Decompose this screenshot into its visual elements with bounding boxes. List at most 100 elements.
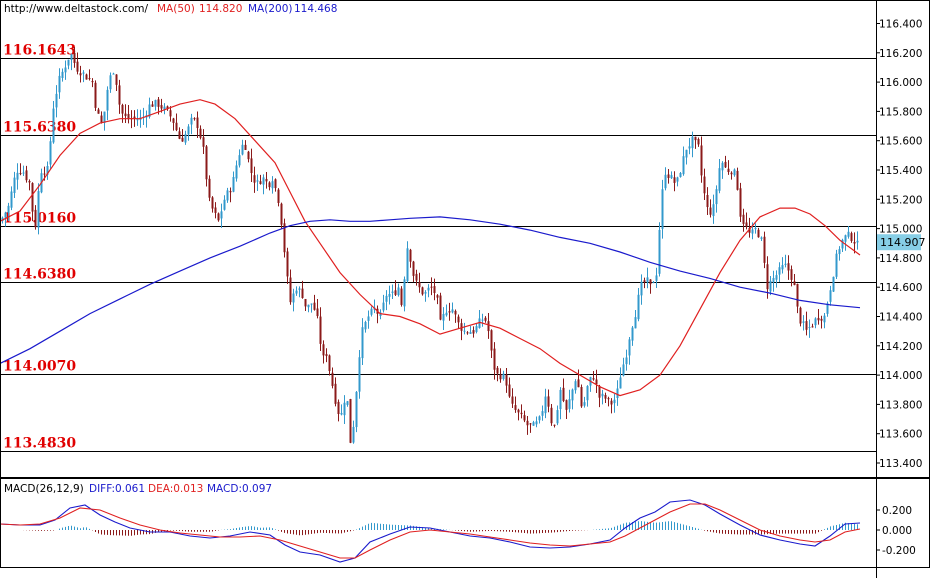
candle-body bbox=[478, 318, 481, 328]
candle-body bbox=[79, 73, 82, 76]
candle-body bbox=[55, 93, 58, 108]
candle bbox=[793, 273, 796, 286]
candle bbox=[310, 303, 313, 313]
candle bbox=[301, 280, 304, 299]
candles bbox=[1, 46, 859, 444]
candle-body bbox=[649, 279, 652, 285]
candle bbox=[523, 410, 526, 423]
candle-body bbox=[730, 172, 733, 175]
candle-body bbox=[757, 229, 760, 238]
candle-body bbox=[598, 385, 601, 398]
candle-body bbox=[4, 212, 7, 218]
candle bbox=[67, 59, 70, 70]
candle bbox=[265, 171, 268, 189]
candle-body bbox=[718, 168, 721, 191]
candle bbox=[274, 178, 277, 192]
candle-body bbox=[292, 293, 295, 303]
candle bbox=[259, 174, 262, 185]
candle-body bbox=[841, 239, 844, 249]
candle bbox=[331, 367, 334, 389]
candle-body bbox=[850, 233, 853, 242]
level-label: 115.6380 bbox=[3, 120, 76, 136]
candle-body bbox=[199, 128, 202, 138]
candle-body bbox=[238, 155, 241, 166]
candle bbox=[238, 149, 241, 168]
candle-body bbox=[223, 199, 226, 210]
candle bbox=[808, 319, 811, 338]
candle-body bbox=[808, 327, 811, 329]
candle-body bbox=[25, 170, 28, 181]
candle bbox=[625, 349, 628, 371]
candle bbox=[607, 396, 610, 407]
candle-body bbox=[88, 78, 91, 80]
candle bbox=[418, 272, 421, 293]
candle-body bbox=[244, 144, 247, 150]
candle-body bbox=[73, 52, 76, 63]
candle bbox=[382, 294, 385, 313]
candle bbox=[370, 306, 373, 317]
candle bbox=[550, 403, 553, 426]
candle-body bbox=[208, 178, 211, 198]
candle-body bbox=[619, 377, 622, 389]
candle bbox=[136, 109, 139, 126]
candle bbox=[103, 111, 106, 131]
candle-body bbox=[355, 391, 358, 428]
candle bbox=[472, 326, 475, 338]
candle bbox=[214, 202, 217, 219]
candle-body bbox=[226, 190, 229, 201]
candle bbox=[511, 388, 514, 409]
candle bbox=[829, 285, 832, 306]
candle-body bbox=[739, 188, 742, 217]
macd-axis-tick-label: 0.200 bbox=[882, 505, 912, 517]
ma50-line bbox=[0, 99, 861, 397]
candle-body bbox=[136, 119, 139, 121]
candle bbox=[325, 348, 328, 363]
candle-body bbox=[46, 165, 49, 175]
price-axis-tick-label: 116.200 bbox=[879, 48, 922, 60]
candle-body bbox=[469, 332, 472, 334]
candle bbox=[652, 281, 655, 284]
candle bbox=[568, 389, 571, 413]
candle-body bbox=[763, 236, 766, 263]
candle-body bbox=[112, 73, 115, 75]
candle bbox=[64, 60, 67, 80]
candle-body bbox=[43, 173, 46, 175]
candle bbox=[670, 171, 673, 180]
candle bbox=[217, 212, 220, 222]
candle-body bbox=[670, 175, 673, 179]
candle-body bbox=[775, 275, 778, 280]
candle bbox=[394, 280, 397, 297]
candle bbox=[520, 404, 523, 419]
candle-body bbox=[583, 402, 586, 406]
candle-body bbox=[301, 288, 304, 299]
candle bbox=[466, 331, 469, 335]
candle-body bbox=[202, 137, 205, 147]
candle bbox=[124, 104, 127, 124]
candle-body bbox=[181, 137, 184, 142]
candle-body bbox=[406, 248, 409, 282]
candle bbox=[445, 304, 448, 317]
candle bbox=[727, 160, 730, 175]
candle bbox=[184, 130, 187, 145]
candle bbox=[307, 304, 310, 313]
candle bbox=[58, 68, 61, 99]
candle-body bbox=[622, 364, 625, 376]
candle-body bbox=[742, 214, 745, 224]
candle bbox=[715, 185, 718, 213]
candle-body bbox=[328, 355, 331, 371]
candle bbox=[328, 354, 331, 376]
candle-body bbox=[262, 177, 265, 185]
candle-body bbox=[454, 310, 457, 315]
candle bbox=[343, 395, 346, 425]
candle bbox=[400, 286, 403, 307]
macd-value-label: MACD:0.097 bbox=[207, 483, 272, 495]
candle-body bbox=[217, 213, 220, 221]
candle-body bbox=[91, 80, 94, 83]
candle bbox=[172, 117, 175, 131]
candle bbox=[634, 309, 637, 329]
price-axis-tick-label: 113.800 bbox=[879, 399, 922, 411]
candle bbox=[298, 286, 301, 298]
candle-body bbox=[61, 71, 64, 78]
candle bbox=[847, 225, 850, 239]
candle-body bbox=[595, 379, 598, 385]
